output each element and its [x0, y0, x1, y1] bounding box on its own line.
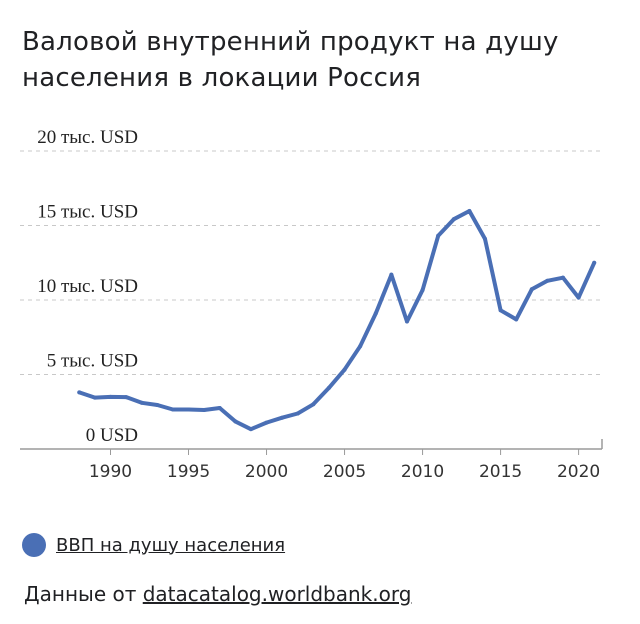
x-tick-label: 1995	[167, 462, 210, 482]
x-tick-label: 2020	[557, 462, 600, 482]
data-point[interactable]	[124, 395, 129, 400]
series-layer	[77, 209, 597, 432]
data-point[interactable]	[592, 260, 597, 265]
data-point[interactable]	[420, 288, 425, 293]
source-prefix: Данные от	[24, 582, 143, 606]
data-point[interactable]	[482, 236, 487, 241]
y-tick-label: 20 тыс. USD	[37, 127, 138, 148]
data-point[interactable]	[451, 217, 456, 222]
grid-lines	[20, 150, 603, 450]
data-point[interactable]	[248, 427, 253, 432]
x-tick-label: 2015	[479, 462, 522, 482]
data-point[interactable]	[139, 400, 144, 405]
data-point[interactable]	[170, 407, 175, 412]
data-point[interactable]	[389, 272, 394, 277]
line-chart[interactable]: 20 тыс. USD 15 тыс. USD 10 тыс. USD 5 тыс. …	[0, 110, 640, 500]
data-point[interactable]	[342, 367, 347, 372]
data-point[interactable]	[233, 419, 238, 424]
data-point[interactable]	[186, 407, 191, 412]
y-tick-label: 10 тыс. USD	[37, 276, 138, 297]
data-point[interactable]	[373, 311, 378, 316]
y-axis-ticks: 20 тыс. USD 15 тыс. USD 10 тыс. USD 5 тыс. …	[37, 127, 138, 446]
data-point[interactable]	[514, 317, 519, 322]
data-point[interactable]	[529, 287, 534, 292]
data-point[interactable]	[498, 308, 503, 313]
data-point[interactable]	[264, 420, 269, 425]
legend-marker	[22, 533, 46, 557]
data-point[interactable]	[202, 407, 207, 412]
x-tick-label: 1990	[89, 462, 132, 482]
data-point[interactable]	[436, 233, 441, 238]
x-axis-ticks: 1990 1995 2000 2005 2010 2015 2020	[89, 449, 600, 482]
y-tick-label: 15 тыс. USD	[37, 202, 138, 223]
y-tick-label: 0 USD	[86, 425, 138, 446]
data-point[interactable]	[576, 295, 581, 300]
data-point[interactable]	[404, 319, 409, 324]
data-point[interactable]	[217, 406, 222, 411]
legend-label[interactable]: ВВП на душу населения	[56, 534, 286, 556]
legend-item[interactable]: ВВП на душу населения	[22, 533, 285, 557]
data-point[interactable]	[92, 395, 97, 400]
source-link[interactable]: datacatalog.worldbank.org	[142, 582, 412, 606]
data-point[interactable]	[358, 344, 363, 349]
data-point[interactable]	[326, 385, 331, 390]
data-point[interactable]	[155, 403, 160, 408]
data-point[interactable]	[295, 411, 300, 416]
data-point[interactable]	[560, 275, 565, 280]
data-point[interactable]	[467, 209, 472, 214]
x-tick-label: 2000	[245, 462, 288, 482]
series-line[interactable]	[77, 209, 597, 432]
chart-title: Валовой внутренний продукт на душу насел…	[22, 27, 559, 93]
data-point[interactable]	[108, 394, 113, 399]
data-point[interactable]	[311, 402, 316, 407]
x-tick-label: 2005	[323, 462, 366, 482]
y-tick-label: 5 тыс. USD	[47, 351, 138, 372]
source-attribution: Данные от datacatalog.worldbank.org	[24, 582, 411, 606]
data-point[interactable]	[545, 278, 550, 283]
data-point[interactable]	[77, 390, 82, 395]
data-point[interactable]	[280, 415, 285, 420]
x-tick-label: 2010	[401, 462, 444, 482]
